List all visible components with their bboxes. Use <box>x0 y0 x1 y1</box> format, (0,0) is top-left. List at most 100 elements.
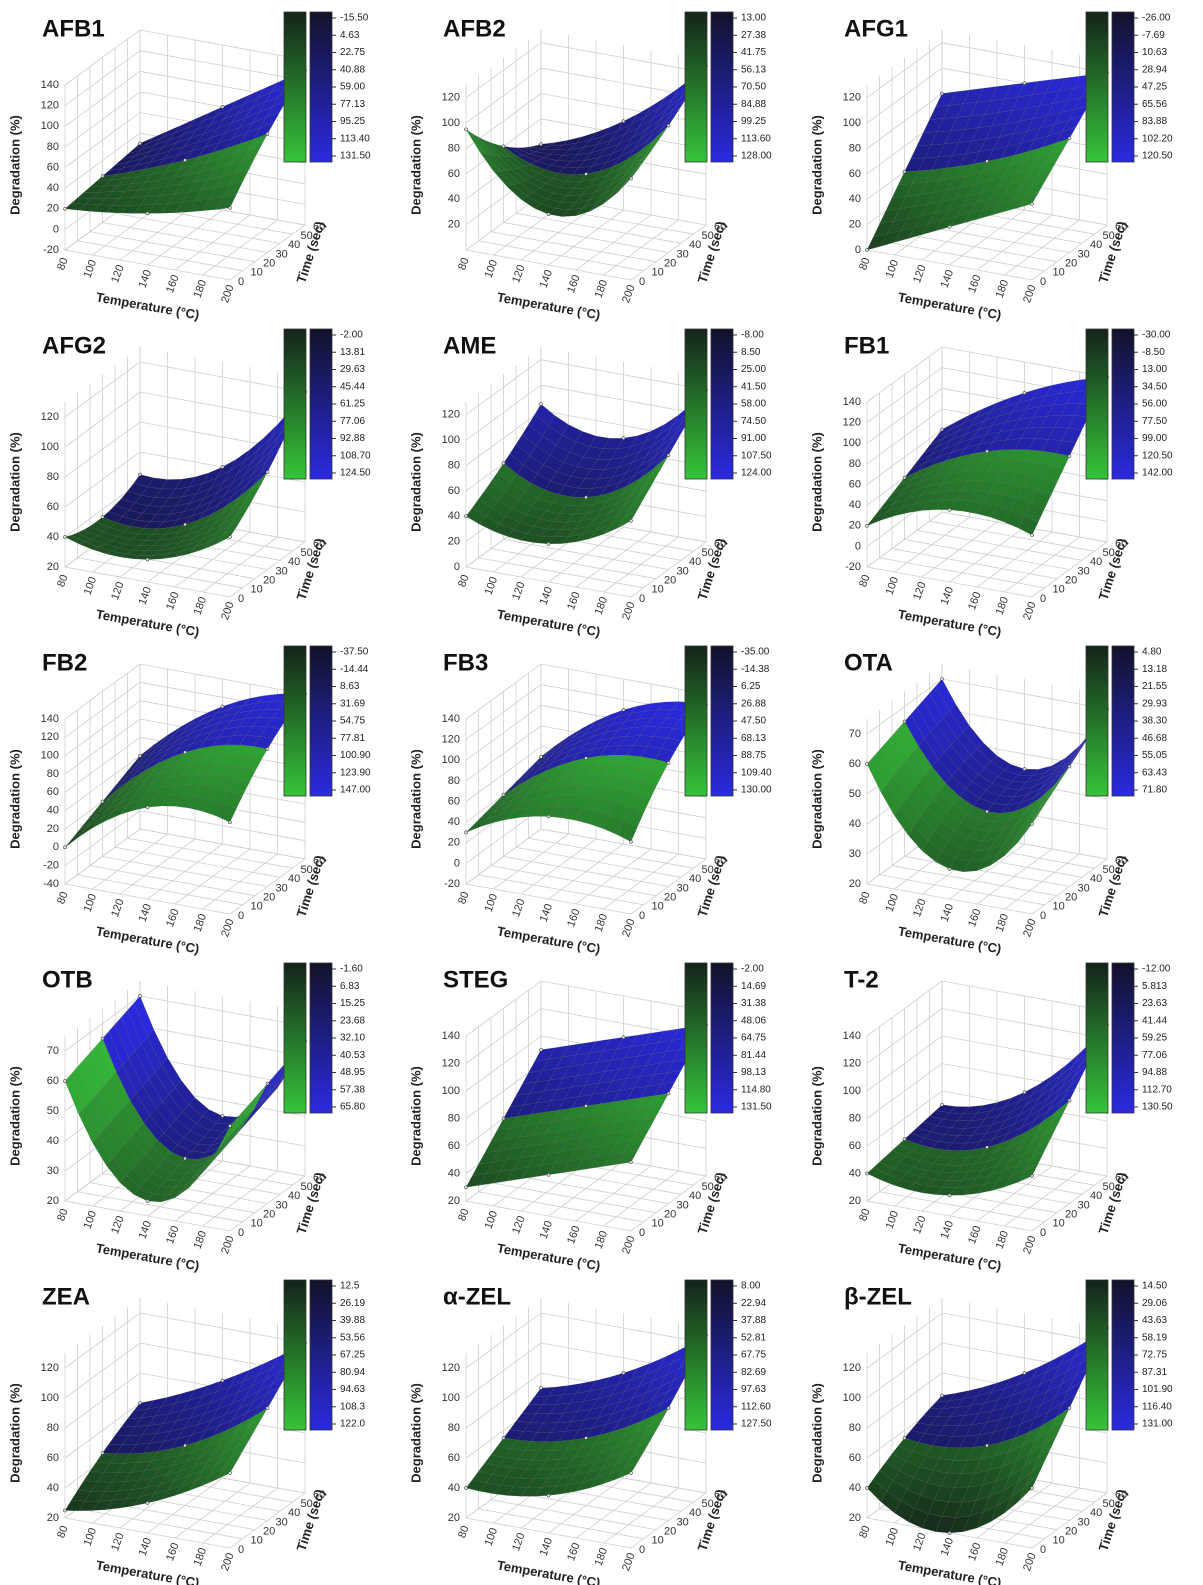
x-tick-label: 120 <box>911 263 929 284</box>
z-tick-label: 100 <box>41 441 59 453</box>
colorbar-label: 113.40 <box>340 133 370 144</box>
surface-node <box>101 175 104 178</box>
x-tick-label: 200 <box>620 600 638 621</box>
x-axis-label: Temperature (°C) <box>95 606 201 639</box>
z-tick-label: 120 <box>843 417 861 429</box>
colorbar-label: 123.90 <box>340 767 371 778</box>
colorbar-label: 14.50 <box>1142 1281 1167 1292</box>
x-tick-label: 80 <box>857 256 872 272</box>
surface-node <box>985 810 988 813</box>
y-tick-label: 30 <box>1078 1516 1090 1528</box>
x-axis-label: Temperature (°C) <box>897 1557 1003 1585</box>
colorbar-label: -26.00 <box>1142 13 1171 24</box>
z-tick-label: -20 <box>43 244 59 256</box>
surface-node <box>865 524 868 527</box>
x-tick-label: 120 <box>510 1531 528 1552</box>
y-tick-label: 40 <box>1090 1507 1102 1519</box>
colorbar-label: 27.38 <box>741 30 766 41</box>
surface-node <box>138 142 141 145</box>
surface-node <box>539 403 542 406</box>
colorbar-green <box>685 1280 707 1430</box>
colorbar-label: 47.50 <box>741 716 766 727</box>
surface-node <box>940 428 943 431</box>
y-tick-label: 40 <box>689 873 701 885</box>
z-tick-label: 0 <box>53 841 59 853</box>
z-tick-label: 140 <box>843 1030 861 1042</box>
y-tick-label: 10 <box>652 267 664 279</box>
colorbar-label: 13.81 <box>340 347 365 358</box>
z-tick-label: 60 <box>849 1140 861 1152</box>
x-tick-label: 140 <box>939 1219 957 1240</box>
colorbar-label: 127.50 <box>741 1419 772 1430</box>
surface-node <box>622 120 625 123</box>
surface-node <box>183 159 186 162</box>
colorbar-label: 41.75 <box>741 47 766 58</box>
colorbar-label: 53.56 <box>340 1332 365 1343</box>
surface-node <box>502 793 505 796</box>
surface-node <box>266 1406 269 1409</box>
colorbar-label: 41.44 <box>1142 1015 1167 1026</box>
z-axis-label: Degradation (%) <box>809 1066 824 1166</box>
panel: AME0204060801001208010012014016018020001… <box>408 329 772 639</box>
z-axis-label: Degradation (%) <box>809 115 824 215</box>
x-tick-label: 80 <box>456 573 471 589</box>
colorbar-label: 65.80 <box>340 1102 365 1113</box>
colorbar-label: -12.00 <box>1142 964 1171 975</box>
x-tick-label: 160 <box>966 1541 984 1562</box>
z-tick-label: 20 <box>47 1512 59 1524</box>
colorbar-label: 40.88 <box>340 64 365 75</box>
colorbar-label: -15.50 <box>340 13 369 24</box>
z-tick-label: 60 <box>448 795 460 807</box>
x-tick-label: 100 <box>82 1209 100 1230</box>
y-tick-label: 20 <box>664 1526 676 1538</box>
colorbar-label: 99.25 <box>741 116 766 127</box>
colorbar-label: 63.43 <box>1142 767 1167 778</box>
y-tick-label: 0 <box>238 593 244 605</box>
surface-node <box>1068 1099 1071 1102</box>
surface-node <box>138 1401 141 1404</box>
colorbar-label: 6.25 <box>741 681 761 692</box>
y-tick-label: 10 <box>1053 1218 1065 1230</box>
x-tick-label: 140 <box>939 1536 957 1557</box>
panel-title: AFB1 <box>42 15 105 42</box>
y-tick-label: 20 <box>664 258 676 270</box>
surface-node <box>903 170 906 173</box>
x-tick-label: 180 <box>593 1546 611 1567</box>
colorbar-label: 128.00 <box>741 151 772 162</box>
z-tick-label: -20 <box>845 561 861 573</box>
surface-node <box>228 821 231 824</box>
surface-node <box>1023 767 1026 770</box>
z-tick-label: 100 <box>41 1392 59 1404</box>
z-tick-label: 40 <box>849 1167 861 1179</box>
surface-node <box>146 1501 149 1504</box>
surface-node <box>1023 391 1026 394</box>
colorbar-label: 67.75 <box>741 1350 766 1361</box>
surface-node <box>63 846 66 849</box>
x-tick-label: 180 <box>192 1546 210 1567</box>
x-axis-label: Temperature (°C) <box>897 1240 1003 1273</box>
x-tick-label: 120 <box>109 897 127 918</box>
surface-node <box>948 1531 951 1534</box>
z-tick-label: 80 <box>849 142 861 154</box>
colorbar-green <box>685 12 707 162</box>
z-tick-label: 20 <box>849 878 861 890</box>
colorbar-label: 41.50 <box>741 381 766 392</box>
y-tick-label: 30 <box>276 882 288 894</box>
colorbar-label: -14.38 <box>741 664 770 675</box>
y-tick-label: 40 <box>689 556 701 568</box>
z-tick-label: 20 <box>47 203 59 215</box>
y-tick-label: 20 <box>263 1209 275 1221</box>
y-axis-label: Time (sec) <box>694 1487 728 1553</box>
colorbar-label: 113.60 <box>741 133 771 144</box>
panel-title: AFB2 <box>443 15 506 42</box>
x-tick-label: 180 <box>593 595 611 616</box>
surface-node <box>1030 1486 1033 1489</box>
surface-node <box>584 1104 587 1107</box>
z-tick-label: 80 <box>448 459 460 471</box>
surface-node <box>985 1146 988 1149</box>
x-tick-label: 180 <box>994 595 1012 616</box>
y-axis-label: Time (sec) <box>694 219 728 285</box>
z-tick-label: 30 <box>849 848 861 860</box>
z-tick-label: 120 <box>41 1362 59 1374</box>
panel: AFB1-20020406080100120140801001201401601… <box>7 12 371 322</box>
